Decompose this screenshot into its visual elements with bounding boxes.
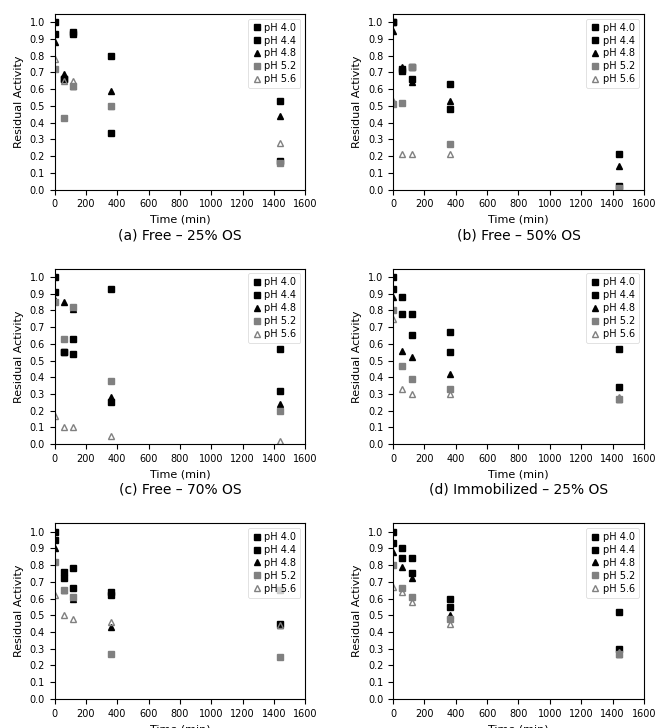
Y-axis label: Residual Activity: Residual Activity xyxy=(14,565,24,657)
Text: (d) Immobilized – 25% OS: (d) Immobilized – 25% OS xyxy=(429,483,608,496)
Legend: pH 4.0, pH 4.4, pH 4.8, pH 5.2, pH 5.6: pH 4.0, pH 4.4, pH 4.8, pH 5.2, pH 5.6 xyxy=(248,19,300,88)
Legend: pH 4.0, pH 4.4, pH 4.8, pH 5.2, pH 5.6: pH 4.0, pH 4.4, pH 4.8, pH 5.2, pH 5.6 xyxy=(248,528,300,598)
X-axis label: Time (min): Time (min) xyxy=(488,470,549,480)
Text: (c) Free – 70% OS: (c) Free – 70% OS xyxy=(119,483,241,496)
X-axis label: Time (min): Time (min) xyxy=(149,470,210,480)
Legend: pH 4.0, pH 4.4, pH 4.8, pH 5.2, pH 5.6: pH 4.0, pH 4.4, pH 4.8, pH 5.2, pH 5.6 xyxy=(586,19,639,88)
Y-axis label: Residual Activity: Residual Activity xyxy=(352,565,362,657)
X-axis label: Time (min): Time (min) xyxy=(488,215,549,225)
Legend: pH 4.0, pH 4.4, pH 4.8, pH 5.2, pH 5.6: pH 4.0, pH 4.4, pH 4.8, pH 5.2, pH 5.6 xyxy=(248,274,300,343)
Legend: pH 4.0, pH 4.4, pH 4.8, pH 5.2, pH 5.6: pH 4.0, pH 4.4, pH 4.8, pH 5.2, pH 5.6 xyxy=(586,528,639,598)
Y-axis label: Residual Activity: Residual Activity xyxy=(352,310,362,403)
X-axis label: Time (min): Time (min) xyxy=(488,724,549,728)
Y-axis label: Residual Activity: Residual Activity xyxy=(352,55,362,148)
Y-axis label: Residual Activity: Residual Activity xyxy=(14,310,24,403)
Text: (b) Free – 50% OS: (b) Free – 50% OS xyxy=(456,228,580,242)
X-axis label: Time (min): Time (min) xyxy=(149,724,210,728)
X-axis label: Time (min): Time (min) xyxy=(149,215,210,225)
Legend: pH 4.0, pH 4.4, pH 4.8, pH 5.2, pH 5.6: pH 4.0, pH 4.4, pH 4.8, pH 5.2, pH 5.6 xyxy=(586,274,639,343)
Y-axis label: Residual Activity: Residual Activity xyxy=(14,55,24,148)
Text: (a) Free – 25% OS: (a) Free – 25% OS xyxy=(118,228,242,242)
